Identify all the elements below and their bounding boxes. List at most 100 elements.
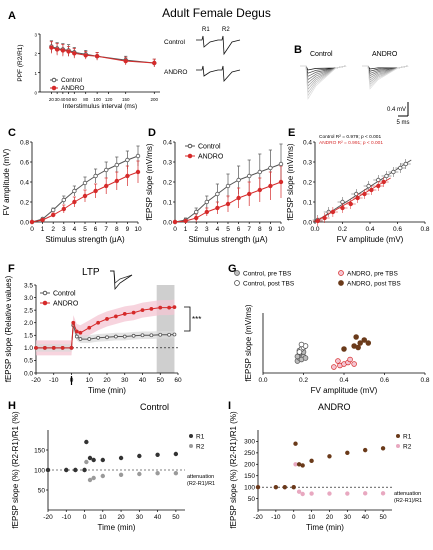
legend-r2-label: R2 (403, 444, 412, 451)
r1-point (137, 453, 142, 459)
legend-andro-label: ANDRO (198, 154, 224, 161)
andro-point (330, 209, 336, 215)
andro-point (172, 219, 178, 225)
x-tick-label: 3 (62, 226, 66, 233)
r1-point (300, 463, 305, 468)
significance-bracket (184, 306, 191, 332)
r1-point (327, 454, 332, 459)
x-tick-label: 6 (94, 226, 98, 233)
y-tick-label: 50 (248, 496, 256, 503)
panel-letter-h: H (8, 400, 16, 412)
g-point-3 (347, 356, 353, 363)
g-point-2 (298, 341, 305, 348)
control-point (236, 177, 241, 183)
panel-d-chart: 0 1 2 3 4 5 6 7 8 9 10 0.0 0.1 0.2 0.3 0.4 Stimulus stre… (145, 139, 285, 244)
control-point (158, 332, 163, 337)
andro-point (113, 314, 118, 319)
andro-point (114, 178, 119, 184)
x-tick-label: -10 (62, 514, 72, 521)
r1-point (345, 450, 350, 456)
panel-h-chart: -20 -10 0 10 20 30 40 50 50 100 150 Time (min) fEPSP… (11, 411, 215, 532)
y-tick-label: 0.2 (163, 179, 172, 186)
control-point (131, 333, 136, 338)
andro-point (355, 195, 360, 201)
y-tick-label: 3.5 (24, 282, 33, 289)
r2-point (137, 471, 142, 477)
andro-point (278, 179, 284, 185)
r1-point (91, 457, 96, 463)
control-point (257, 169, 262, 175)
x-tick-label: 60 (72, 97, 78, 102)
x-tick-label: 9 (126, 226, 130, 233)
y-tick-label: 0.2 (303, 179, 312, 186)
g-legend-marker (234, 270, 240, 276)
y-tick-label: 100 (34, 467, 45, 474)
panel-letter-g: G (228, 263, 237, 275)
control-point (354, 191, 359, 197)
y-tick-label: 0.0 (303, 219, 312, 226)
x-tick-label: 40 (139, 377, 147, 384)
r1-label: R1 (202, 27, 210, 33)
r2-point (91, 475, 96, 481)
y-tick-label: 100 (244, 484, 255, 491)
andro-point (60, 345, 65, 350)
r2-label: R2 (222, 27, 230, 33)
x-tick-label: 0.6 (380, 377, 389, 384)
panel-letter-e: E (288, 127, 296, 139)
andro-point (172, 305, 177, 310)
andro-point (215, 205, 220, 211)
andro-point (167, 305, 172, 310)
panel-a-chart: 20 30 40 50 60 80 100 120 150 200 0 1 2 3 Interstimulu… (17, 32, 160, 110)
legend-r1-marker (189, 434, 193, 438)
y-tick-label: 150 (244, 473, 255, 480)
y-tick-label: 0.0 (163, 219, 172, 226)
panel-letter-i: I (228, 400, 232, 412)
x-tick-label: 40 (362, 514, 370, 521)
andro-point (40, 217, 45, 223)
g-point-1 (302, 355, 309, 361)
control-point (194, 209, 199, 215)
control-point (278, 161, 284, 167)
annotation-control: Control R² = 0.979; p < 0.001 (319, 134, 381, 140)
trace-andro-label: ANDRO (164, 69, 187, 76)
r1-point (87, 455, 93, 461)
andro-point (29, 219, 35, 225)
andro-point (96, 320, 101, 325)
andro-point (51, 345, 56, 350)
r2-point (363, 491, 368, 496)
andro-point (72, 199, 77, 205)
x-tick-label: 30 (121, 377, 129, 384)
legend-r1-label: R1 (403, 434, 412, 441)
legend-control-marker (187, 143, 193, 149)
y-tick-label: 0 (34, 90, 37, 95)
panel-i-title: ANDRO (318, 402, 351, 412)
andro-point (152, 60, 157, 66)
x-tick-label: 0.0 (310, 226, 319, 233)
y-tick-label: 0.5 (24, 358, 33, 365)
legend-control-label: Control (53, 291, 76, 298)
g-point-4 (341, 346, 347, 352)
r1-point (309, 458, 314, 464)
andro-point (82, 193, 88, 199)
x-tick-label: 8 (258, 226, 262, 233)
x-tick-label: 0.2 (299, 377, 308, 384)
andro-point (61, 206, 66, 212)
andro-point (51, 212, 56, 218)
panel-b-traces: Control ANDRO 0.4 mV 5 ms (300, 51, 410, 126)
r1-point (73, 467, 78, 473)
r1-point (282, 484, 287, 490)
control-point (125, 157, 130, 163)
r2-point (380, 491, 386, 496)
x-tick-label: 20 (49, 97, 55, 102)
control-point (72, 188, 77, 194)
x-tick-label: 50 (172, 514, 180, 521)
x-tick-label: -20 (253, 514, 263, 521)
y-tick-label: 1.0 (24, 345, 33, 352)
andro-point (123, 58, 128, 64)
andro-point (194, 215, 199, 221)
andro-point (236, 195, 241, 201)
panel-g-chart: 0.0 0.2 0.4 0.6 0.8 FV amplitude (mV) fEPSP sl… (234, 270, 430, 395)
g-point-3 (335, 358, 341, 364)
x-tick-label: 3 (205, 226, 209, 233)
andro-point (246, 191, 252, 197)
